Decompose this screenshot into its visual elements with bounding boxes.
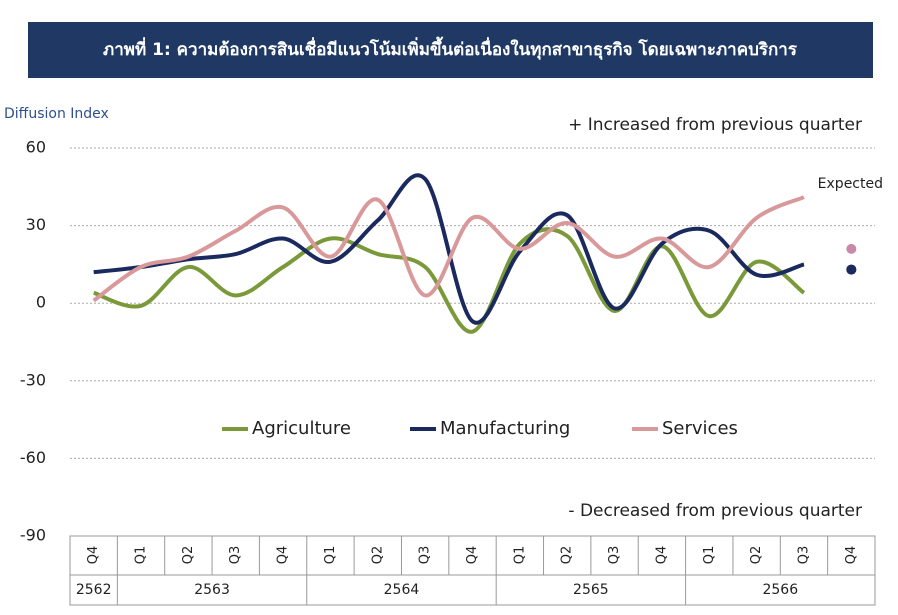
expected-dot — [846, 243, 857, 254]
annotation: Expected — [818, 176, 883, 192]
y-tick-label: -30 — [20, 370, 46, 389]
x-group-label: 2565 — [573, 582, 609, 598]
expected-dot — [846, 264, 857, 275]
x-tick-label: Q3 — [228, 546, 243, 565]
x-group-label: 2562 — [76, 582, 112, 598]
series-line — [93, 173, 805, 325]
category-table — [69, 535, 876, 606]
x-tick-label: Q4 — [465, 546, 480, 565]
x-tick-label: Q2 — [560, 546, 575, 565]
y-tick-label: -60 — [20, 448, 46, 467]
x-group-label: 2563 — [194, 582, 230, 598]
y-axis-label: Diffusion Index — [4, 106, 109, 122]
y-tick-label: -90 — [20, 526, 46, 545]
x-group-label: 2566 — [762, 582, 798, 598]
series-line — [93, 227, 806, 334]
x-tick-label: Q2 — [370, 546, 385, 565]
y-tick-label: 60 — [26, 138, 46, 157]
x-tick-label: Q2 — [181, 546, 196, 565]
x-tick-label: Q4 — [276, 546, 291, 565]
legend-label: Services — [662, 418, 738, 439]
x-tick-label: Q1 — [512, 546, 527, 565]
x-tick-label: Q1 — [323, 546, 338, 565]
x-group-label: 2564 — [384, 582, 420, 598]
x-tick-label: Q1 — [134, 546, 149, 565]
y-tick-label: 0 — [36, 293, 46, 312]
title-banner — [28, 22, 873, 78]
annotation: - Decreased from previous quarter — [568, 501, 862, 521]
y-tick-label: 30 — [26, 215, 46, 234]
legend-label: Manufacturing — [440, 418, 570, 439]
x-tick-label: Q2 — [749, 546, 764, 565]
annotation: + Increased from previous quarter — [568, 115, 862, 135]
chart-title: ภาพที่ 1: ความต้องการสินเชื่อมีแนวโน้มเพ… — [103, 36, 798, 60]
x-tick-label: Q4 — [654, 546, 669, 565]
x-tick-label: Q3 — [607, 546, 622, 565]
x-tick-label: Q4 — [844, 546, 859, 565]
legend-label: Agriculture — [252, 418, 351, 439]
x-tick-label: Q3 — [418, 546, 433, 565]
x-tick-label: Q3 — [796, 546, 811, 565]
series-line — [92, 195, 805, 303]
x-tick-label: Q1 — [702, 546, 717, 565]
x-tick-label: Q4 — [86, 546, 101, 565]
